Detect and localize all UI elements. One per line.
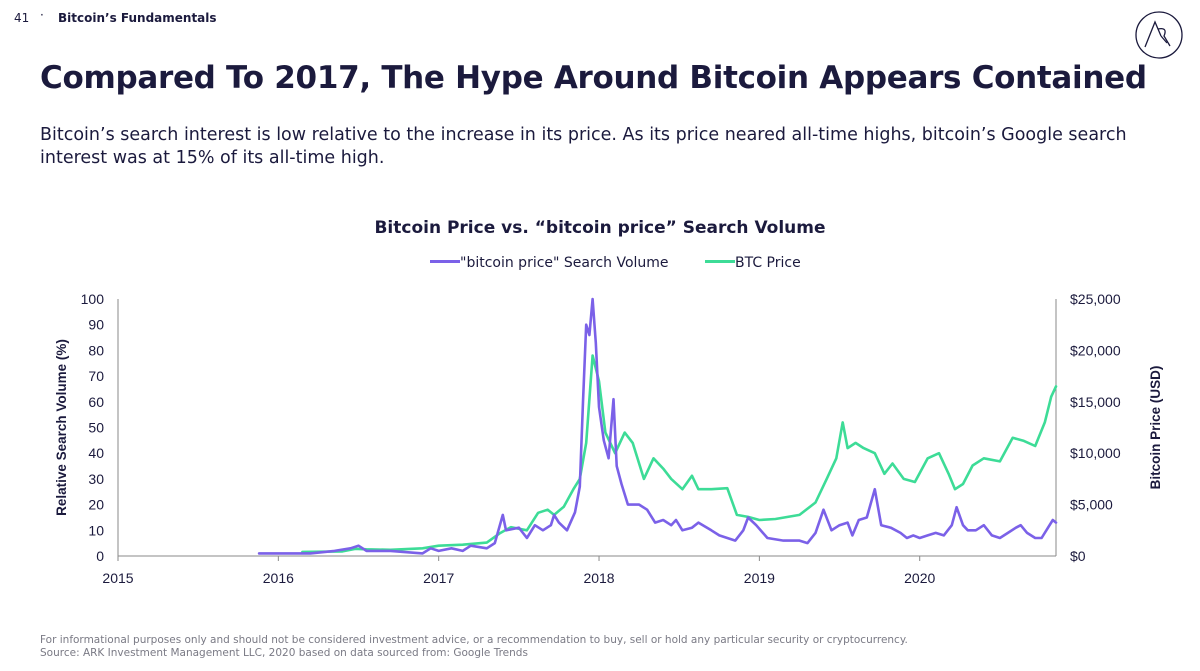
y-axis-title: Relative Search Volume (%) xyxy=(54,339,69,516)
header-separator: · xyxy=(40,8,44,22)
y2-tick-label: $0 xyxy=(1070,548,1086,564)
y-tick-label: 40 xyxy=(88,445,104,461)
legend-label-search: "bitcoin price" Search Volume xyxy=(460,255,669,271)
x-tick-label: 2017 xyxy=(423,570,454,586)
y-tick-label: 10 xyxy=(88,522,104,538)
x-tick-label: 2015 xyxy=(102,570,133,586)
y-tick-label: 30 xyxy=(88,471,104,487)
chart-title: Bitcoin Price vs. “bitcoin price” Search… xyxy=(374,218,826,238)
source-text: Source: ARK Investment Management LLC, 2… xyxy=(40,647,528,659)
y-tick-label: 50 xyxy=(88,420,104,436)
disclaimer-text: For informational purposes only and shou… xyxy=(40,634,908,646)
page-number: 41 xyxy=(14,11,30,25)
x-tick-label: 2018 xyxy=(583,570,614,586)
slide-title: Compared To 2017, The Hype Around Bitcoi… xyxy=(40,60,1147,96)
section-title: Bitcoin’s Fundamentals xyxy=(58,11,217,25)
ark-logo-icon xyxy=(1135,11,1183,59)
legend-label-price: BTC Price xyxy=(735,255,801,271)
y2-tick-label: $25,000 xyxy=(1070,291,1121,307)
y-tick-label: 100 xyxy=(81,291,105,307)
y2-tick-label: $10,000 xyxy=(1070,445,1121,461)
y2-tick-label: $5,000 xyxy=(1070,497,1113,513)
y-tick-label: 70 xyxy=(88,368,104,384)
y-tick-label: 80 xyxy=(88,342,104,358)
legend-swatch-search xyxy=(430,259,460,263)
legend-item-price: BTC Price xyxy=(705,255,801,271)
footer: For informational purposes only and shou… xyxy=(40,634,908,660)
y2-axis-title: Bitcoin Price (USD) xyxy=(1148,366,1163,490)
x-tick-label: 2016 xyxy=(263,570,294,586)
y-tick-label: 20 xyxy=(88,497,104,513)
legend-item-search: "bitcoin price" Search Volume xyxy=(430,255,669,271)
series-line-btc-price xyxy=(301,354,1058,554)
y2-tick-label: $20,000 xyxy=(1070,342,1121,358)
slide-subtitle: Bitcoin’s search interest is low relativ… xyxy=(40,125,1127,168)
y-tick-label: 0 xyxy=(96,548,104,564)
y-tick-label: 60 xyxy=(88,394,104,410)
y2-tick-label: $15,000 xyxy=(1070,394,1121,410)
y-tick-label: 90 xyxy=(88,317,104,333)
legend-swatch-price xyxy=(705,259,735,263)
series-line-search-volume xyxy=(257,297,1058,555)
x-tick-label: 2019 xyxy=(744,570,775,586)
x-tick-label: 2020 xyxy=(904,570,935,586)
